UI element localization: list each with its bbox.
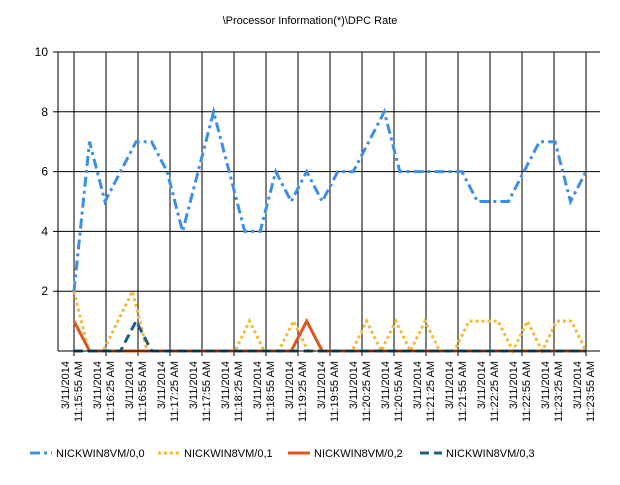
x-tick-time: 11:23:25 AM	[553, 361, 565, 422]
x-tick-time: 11:19:25 AM	[297, 361, 309, 422]
legend-entry-label: NICKWIN8VM/0,1	[184, 448, 273, 460]
x-tick-date: 3/11/2014	[252, 361, 264, 409]
chart-title: \Processor Information(*)\DPC Rate	[223, 15, 398, 27]
x-tick-date: 3/11/2014	[156, 361, 168, 409]
x-tick-time: 11:22:25 AM	[489, 361, 501, 422]
x-tick-date: 3/11/2014	[508, 361, 520, 409]
x-tick-date: 3/11/2014	[540, 361, 552, 409]
x-tick-date: 3/11/2014	[476, 361, 488, 409]
legend-entry-label: NICKWIN8VM/0,2	[314, 448, 403, 460]
x-tick-time: 11:16:25 AM	[105, 361, 117, 422]
x-tick-date: 3/11/2014	[316, 361, 328, 409]
x-tick-time: 11:21:25 AM	[425, 361, 437, 422]
y-axis-tick-labels: 2 4 6 8 10	[35, 45, 58, 298]
x-tick-date: 3/11/2014	[380, 361, 392, 409]
x-tick-date: 3/11/2014	[572, 361, 584, 409]
x-tick-date: 3/11/2014	[444, 361, 456, 409]
x-tick-time: 11:18:25 AM	[233, 361, 245, 422]
x-tick-time: 11:17:55 AM	[201, 361, 213, 422]
x-tick-date: 3/11/2014	[188, 361, 200, 409]
y-tick-label: 8	[41, 105, 48, 119]
x-tick-date: 3/11/2014	[348, 361, 360, 409]
x-tick-time: 11:22:55 AM	[521, 361, 533, 422]
x-tick-date: 3/11/2014	[60, 361, 72, 409]
x-tick-time: 11:17:25 AM	[169, 361, 181, 422]
x-tick-date: 3/11/2014	[284, 361, 296, 409]
x-tick-date: 3/11/2014	[124, 361, 136, 409]
y-tick-label: 6	[41, 165, 48, 179]
y-tick-label: 4	[41, 224, 48, 238]
y-tick-label: 2	[41, 284, 48, 298]
legend-entry-label: NICKWIN8VM/0,0	[56, 448, 145, 460]
x-tick-date: 3/11/2014	[220, 361, 232, 409]
x-tick-time: 11:19:55 AM	[329, 361, 341, 422]
x-tick-time: 11:21:55 AM	[457, 361, 469, 422]
x-tick-date: 3/11/2014	[412, 361, 424, 409]
y-tick-label: 10	[35, 45, 49, 59]
legend-entry-label: NICKWIN8VM/0,3	[446, 448, 535, 460]
x-tick-time: 11:16:55 AM	[137, 361, 149, 422]
x-tick-time: 11:15:55 AM	[73, 361, 85, 422]
legend: NICKWIN8VM/0,0 NICKWIN8VM/0,1 NICKWIN8VM/0…	[30, 448, 535, 460]
x-tick-time: 11:23:55 AM	[585, 361, 597, 422]
axes	[58, 52, 600, 351]
grid	[58, 52, 600, 351]
x-tick-date: 3/11/2014	[92, 361, 104, 409]
x-tick-time: 11:20:55 AM	[393, 361, 405, 422]
x-tick-time: 11:20:25 AM	[361, 361, 373, 422]
x-tick-time: 11:18:55 AM	[265, 361, 277, 422]
